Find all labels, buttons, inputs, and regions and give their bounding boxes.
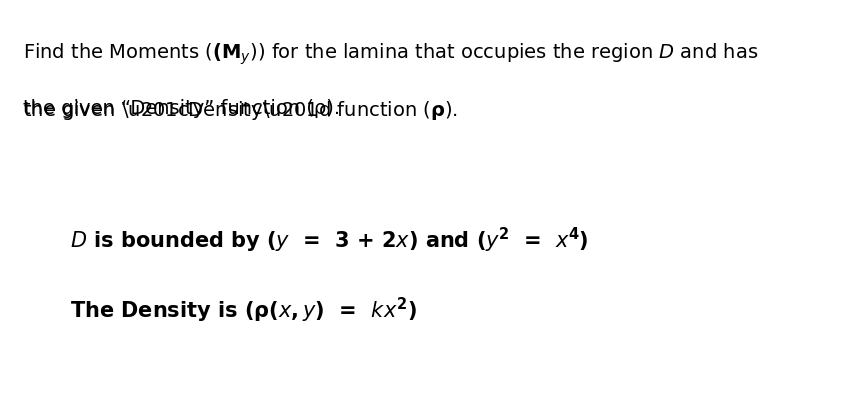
- Text: the given “Density” function (ρ).: the given “Density” function (ρ).: [23, 99, 340, 118]
- Text: Find the Moments ($\mathbf{(M_{\mathit{y}}}$)) for the lamina that occupies the : Find the Moments ($\mathbf{(M_{\mathit{y…: [23, 41, 758, 67]
- Text: The Density is ($\mathbf{\rho(\mathit{x}, \mathit{y})}$  =  $\mathbf{\mathit{kx}: The Density is ($\mathbf{\rho(\mathit{x}…: [70, 296, 416, 325]
- Text: $\mathbf{\mathit{D}}$ is bounded by ($\mathbf{\mathit{y}}$  =  3 + 2$\mathbf{\ma: $\mathbf{\mathit{D}}$ is bounded by ($\m…: [70, 226, 588, 255]
- Text: the given \u201cDensity\u201d function ($\mathbf{\rho}$).: the given \u201cDensity\u201d function (…: [23, 99, 458, 122]
